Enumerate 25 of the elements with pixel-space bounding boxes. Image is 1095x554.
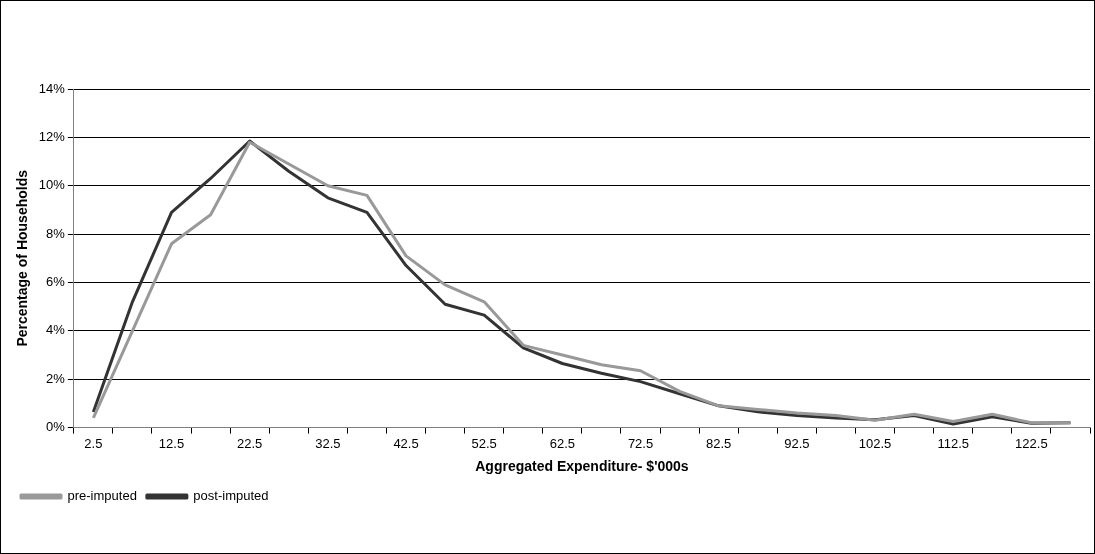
y-tick-label: 2% <box>46 370 66 386</box>
y-tick-label: 8% <box>46 225 66 241</box>
x-tick-label: 122.5 <box>1015 435 1048 451</box>
x-tick-label: 102.5 <box>858 435 892 451</box>
x-tick-label: 12.5 <box>158 435 185 451</box>
x-tick-label: 112.5 <box>937 435 969 451</box>
x-tick-label: 92.5 <box>784 435 810 451</box>
legend-label: post-imputed <box>193 488 269 504</box>
legend-label: pre-imputed <box>67 488 137 504</box>
x-tick-label: 62.5 <box>549 435 576 451</box>
x-tick-label: 42.5 <box>393 435 419 451</box>
x-axis-title: Aggregated Expenditure- $'000s <box>475 458 689 475</box>
y-tick-label: 12% <box>38 128 66 144</box>
y-tick-label: 10% <box>38 177 66 193</box>
y-tick-label: 4% <box>46 322 66 338</box>
y-tick-label: 6% <box>46 274 66 290</box>
x-tick-label: 52.5 <box>471 435 497 451</box>
x-tick-label: 82.5 <box>706 435 732 451</box>
y-tick-label: 0% <box>46 419 66 435</box>
y-axis-title: Percentage of Households <box>14 169 31 347</box>
y-tick-label: 14% <box>38 80 66 96</box>
x-tick-label: 32.5 <box>315 435 341 451</box>
x-tick-label: 72.5 <box>627 435 654 451</box>
x-tick-label: 22.5 <box>237 435 263 451</box>
x-tick-label: 2.5 <box>84 435 103 451</box>
